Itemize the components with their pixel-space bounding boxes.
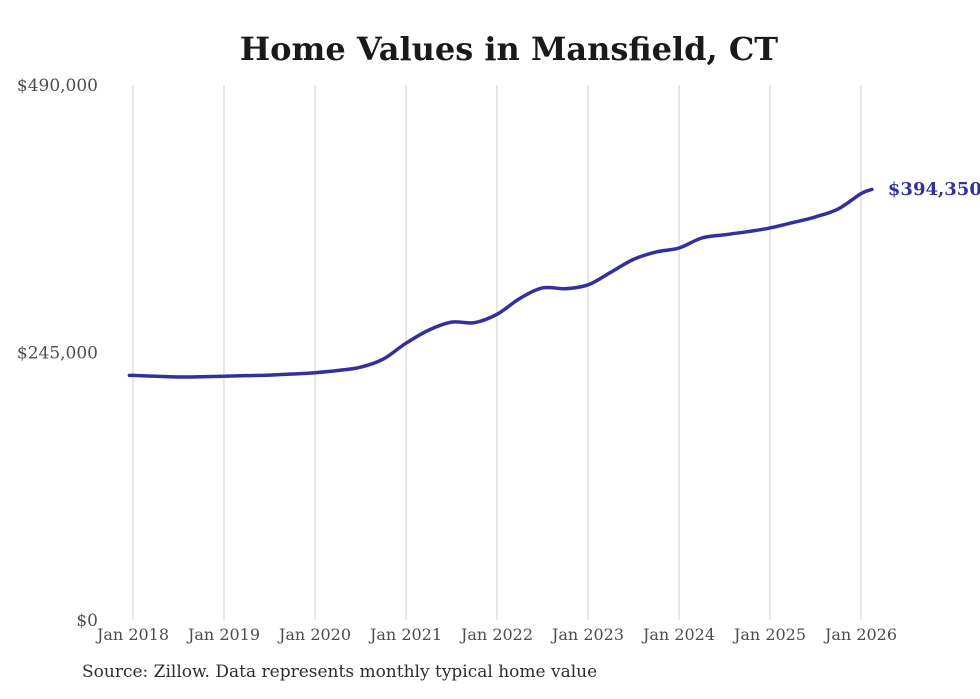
- gridlines: [132, 85, 862, 620]
- latest-value-label: $394,350: [888, 179, 980, 200]
- x-axis-tick-labels: Jan 2018 Jan 2019 Jan 2020 Jan 2021 Jan 2022…: [95, 625, 897, 644]
- y-tick-label: $490,000: [17, 76, 98, 96]
- x-tick-label: Jan 2020: [277, 625, 351, 644]
- y-tick-label: $0: [76, 611, 98, 631]
- y-tick-label: $245,000: [17, 344, 98, 364]
- chart-title: Home Values in Mansfield, CT: [240, 30, 778, 68]
- x-tick-label: Jan 2024: [641, 625, 715, 644]
- home-value-line: [127, 187, 874, 379]
- x-tick-label: Jan 2026: [823, 625, 897, 644]
- x-tick-label: Jan 2019: [186, 625, 260, 644]
- x-tick-label: Jan 2018: [95, 625, 169, 644]
- y-axis-tick-labels: $490,000 $245,000 $0: [17, 76, 98, 631]
- x-tick-label: Jan 2022: [459, 625, 533, 644]
- x-tick-label: Jan 2025: [732, 625, 806, 644]
- x-tick-label: Jan 2021: [368, 625, 442, 644]
- source-note: Source: Zillow. Data represents monthly …: [82, 662, 597, 682]
- x-tick-label: Jan 2023: [550, 625, 624, 644]
